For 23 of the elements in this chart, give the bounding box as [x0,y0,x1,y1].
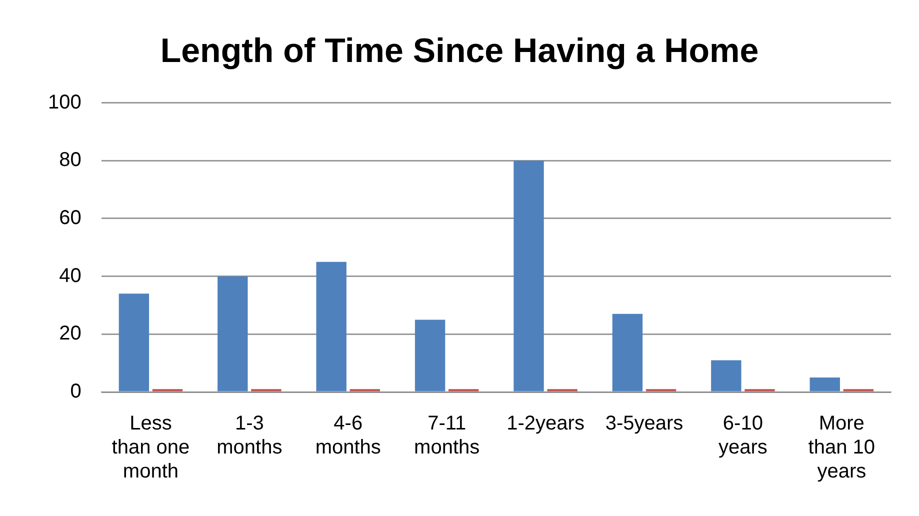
y-tick-label: 100 [48,91,82,114]
x-tick-label: 4-6 months [315,412,381,459]
x-tick-label: 1-3 months [216,412,282,459]
bar [316,262,346,392]
x-tick-label: 3-5years [605,412,684,435]
bar [218,276,248,392]
y-tick-label: 80 [59,149,82,172]
bar [612,314,643,392]
bar [810,378,840,392]
bar [118,294,150,392]
y-tick-label: 60 [59,206,82,229]
y-tick-label: 0 [70,380,82,403]
chart-title: Length of Time Since Having a Home [160,32,759,70]
bar [711,360,742,392]
bar [414,320,446,392]
x-tick-label: 6-10 years [718,412,768,459]
y-tick-label: 40 [59,264,82,287]
bar [514,160,544,392]
x-tick-label: More than 10 years [808,412,876,483]
x-tick-label: 1-2years [506,412,584,435]
y-tick-label: 20 [59,322,82,345]
x-tick-label: Less than one month [112,412,190,483]
x-tick-label: 7-11 months [414,412,480,459]
